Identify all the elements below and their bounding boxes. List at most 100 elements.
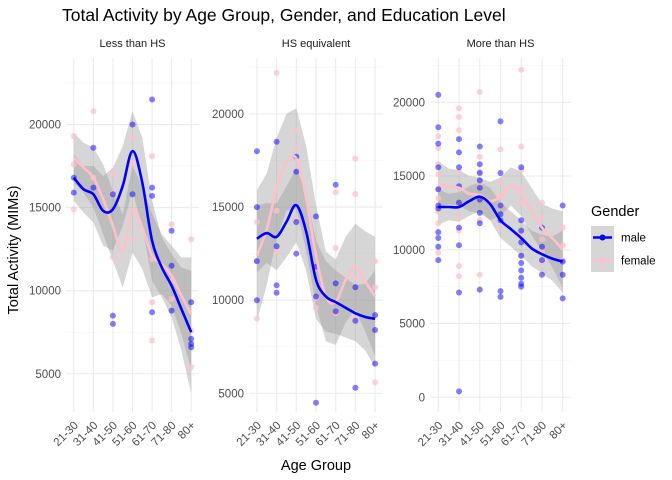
male-data-point xyxy=(559,271,566,278)
female-data-point xyxy=(435,195,442,202)
male-data-point xyxy=(518,267,525,274)
male-data-point xyxy=(435,235,442,241)
male-data-point xyxy=(149,96,156,103)
female-data-point xyxy=(149,153,156,160)
female-data-point xyxy=(539,236,545,243)
male-data-point xyxy=(109,320,116,327)
male-data-point xyxy=(313,293,319,300)
female-data-point xyxy=(90,108,97,115)
male-data-point xyxy=(293,219,300,225)
male-data-point xyxy=(476,220,483,227)
female-confidence-band xyxy=(73,132,192,371)
x-axis-title: Age Group xyxy=(281,458,351,474)
female-data-point xyxy=(372,284,379,291)
female-data-point xyxy=(435,249,442,256)
male-data-point xyxy=(456,388,462,395)
female-data-point xyxy=(168,221,175,228)
panel-2: HS equivalent500010000150002000021-3031-… xyxy=(212,38,383,449)
legend-key-point xyxy=(599,257,606,264)
male-data-point xyxy=(372,327,379,333)
female-data-point xyxy=(476,88,483,95)
female-data-point xyxy=(109,169,116,176)
male-data-point xyxy=(332,181,339,188)
legend-key-female: female xyxy=(591,249,656,272)
male-data-point xyxy=(476,177,483,184)
female-data-point xyxy=(109,254,116,261)
male-data-point xyxy=(149,309,156,316)
male-trend-line xyxy=(438,195,564,263)
female-data-point xyxy=(352,191,359,197)
male-trend-line xyxy=(72,149,193,333)
female-data-point xyxy=(497,146,504,153)
female-data-point xyxy=(456,114,462,120)
female-data-point xyxy=(476,153,483,160)
female-data-point xyxy=(352,274,359,281)
female-data-point xyxy=(456,105,462,112)
male-data-point xyxy=(539,271,545,278)
y-tick-label: 20000 xyxy=(212,109,244,121)
panel-strip-label: HS equivalent xyxy=(282,38,351,50)
female-trend-line xyxy=(438,183,564,251)
male-data-point xyxy=(435,186,442,193)
male-data-point xyxy=(352,317,359,324)
female-data-point xyxy=(559,224,566,231)
male-data-point xyxy=(518,274,525,281)
female-data-point xyxy=(253,219,260,225)
male-data-point xyxy=(109,191,116,198)
male-data-point xyxy=(188,344,195,351)
male-data-point xyxy=(352,384,359,391)
female-data-point xyxy=(70,161,77,168)
female-confidence-band xyxy=(256,108,376,357)
female-data-point xyxy=(435,133,442,140)
male-data-point xyxy=(518,252,525,259)
y-axis-title: Total Activity (MIMs) xyxy=(6,186,22,315)
y-tick-label: 15000 xyxy=(29,203,61,215)
male-data-point xyxy=(372,312,379,319)
legend-keys: male female xyxy=(591,226,656,272)
y-tick-label: 0 xyxy=(419,392,425,404)
male-data-point xyxy=(293,168,300,175)
male-data-point xyxy=(497,293,504,300)
male-data-point xyxy=(456,136,462,143)
male-data-point xyxy=(253,258,260,265)
panel-strip-label: Less than HS xyxy=(99,38,165,50)
male-data-point xyxy=(332,308,339,315)
legend-title: Gender xyxy=(591,204,640,220)
male-data-point xyxy=(273,243,280,250)
female-data-point xyxy=(476,271,483,278)
legend: Gender male female xyxy=(591,204,656,272)
male-data-point xyxy=(253,204,260,211)
panel-3: More than HS0500010000150002000021-3031-… xyxy=(393,38,571,449)
female-data-point xyxy=(332,245,339,251)
x-tick-label: 80+ xyxy=(548,419,570,441)
male-data-point xyxy=(90,184,97,191)
female-data-point xyxy=(293,144,300,151)
female-data-point xyxy=(372,379,379,386)
female-data-point xyxy=(435,145,442,151)
male-data-point xyxy=(253,297,260,304)
y-tick-label: 20000 xyxy=(29,119,61,131)
female-data-point xyxy=(168,296,175,302)
male-data-point xyxy=(476,184,483,191)
x-tick-label: 80+ xyxy=(360,419,382,441)
male-data-point xyxy=(456,199,462,206)
male-data-point xyxy=(273,289,280,296)
female-trend-line xyxy=(255,154,377,305)
female-data-point xyxy=(456,212,462,219)
male-data-point xyxy=(273,282,280,289)
male-data-point xyxy=(456,289,462,296)
female-data-point xyxy=(372,258,379,265)
male-data-point xyxy=(497,211,504,218)
female-data-point xyxy=(456,168,462,175)
female-data-point xyxy=(149,299,156,306)
female-data-point xyxy=(456,273,462,280)
male-data-point xyxy=(435,257,442,264)
male-data-point xyxy=(313,213,319,220)
female-data-point xyxy=(129,134,136,141)
female-data-point xyxy=(188,364,195,371)
male-data-point xyxy=(539,243,545,250)
y-tick-label: 15000 xyxy=(212,202,244,214)
male-confidence-band xyxy=(438,181,563,293)
male-data-point xyxy=(539,257,545,264)
